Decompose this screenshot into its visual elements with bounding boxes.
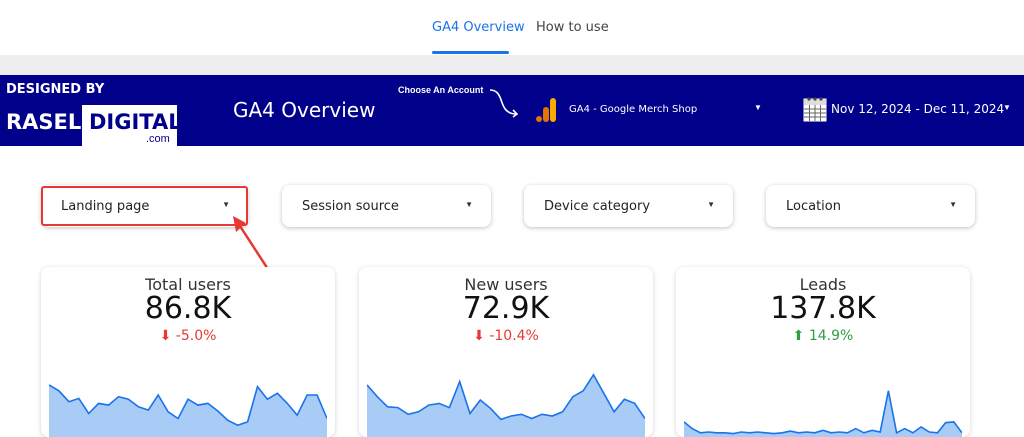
tab-ga4-overview[interactable]: GA4 Overview bbox=[432, 20, 525, 35]
annotation-highlight-box bbox=[41, 186, 248, 226]
logo-background bbox=[82, 105, 177, 146]
scorecard-value: 72.9K bbox=[462, 291, 550, 326]
sparkline-area bbox=[684, 390, 962, 437]
caret-down-icon: ▼ bbox=[465, 200, 473, 209]
filter-label: Location bbox=[786, 199, 841, 214]
scorecard-change: ⬇ -10.4% bbox=[359, 328, 653, 344]
account-selector[interactable]: GA4 - Google Merch Shop bbox=[569, 104, 698, 115]
tab-how-to-use[interactable]: How to use bbox=[536, 20, 609, 35]
logo-com: .com bbox=[146, 133, 170, 145]
curved-arrow-icon bbox=[489, 89, 519, 118]
caret-down-icon: ▼ bbox=[222, 200, 230, 209]
divider-strip bbox=[0, 55, 1024, 75]
filter-device-category[interactable]: Device category ▼ bbox=[524, 185, 733, 227]
filter-location[interactable]: Location ▼ bbox=[766, 185, 975, 227]
scorecard-value: 137.8K bbox=[770, 291, 876, 326]
scorecard-change: ⬇ -5.0% bbox=[41, 328, 335, 344]
sparkline-line bbox=[49, 384, 327, 427]
scorecard-title: Leads bbox=[799, 275, 847, 294]
change-value: -10.4% bbox=[489, 328, 539, 344]
sparkline-chart bbox=[49, 384, 327, 437]
caret-down-icon: ▼ bbox=[949, 200, 957, 209]
caret-down-icon: ▼ bbox=[707, 200, 715, 209]
scorecard-value: 86.8K bbox=[144, 291, 232, 326]
sparkline-line bbox=[367, 373, 645, 421]
caret-down-icon[interactable]: ▼ bbox=[1003, 103, 1011, 112]
choose-account-label: Choose An Account bbox=[398, 85, 484, 95]
caret-down-icon[interactable]: ▼ bbox=[754, 103, 762, 112]
filter-label: Device category bbox=[544, 199, 651, 214]
scorecard-leads[interactable]: Leads 137.8K ⬆ 14.9% bbox=[676, 267, 970, 437]
page-title: GA4 Overview bbox=[233, 98, 376, 122]
report-tabs: GA4 Overview How to use bbox=[0, 0, 1024, 55]
logo-digital: DIGITAL bbox=[89, 110, 182, 134]
scorecard-title: New users bbox=[464, 275, 548, 294]
sparkline-chart bbox=[367, 373, 645, 437]
filter-landing-page[interactable]: Landing page ▼ bbox=[41, 185, 248, 227]
google-analytics-icon[interactable] bbox=[534, 97, 558, 123]
change-value: 14.9% bbox=[808, 328, 854, 344]
filter-label: Landing page bbox=[61, 199, 150, 214]
change-value: -5.0% bbox=[175, 328, 217, 344]
sparkline-area bbox=[49, 384, 327, 437]
filter-session-source[interactable]: Session source ▼ bbox=[282, 185, 491, 227]
calendar-icon[interactable] bbox=[803, 96, 827, 122]
scorecard-total-users[interactable]: Total users 86.8K ⬇ -5.0% bbox=[41, 267, 335, 437]
sparkline-chart bbox=[684, 390, 962, 437]
date-range-selector[interactable]: Nov 12, 2024 - Dec 11, 2024 bbox=[831, 102, 1005, 116]
sparkline-line bbox=[684, 390, 962, 435]
sparkline-area bbox=[367, 374, 645, 437]
designed-by-label: DESIGNED BY bbox=[6, 82, 105, 97]
active-tab-indicator bbox=[432, 51, 509, 54]
arrow-down-icon: ⬇ bbox=[159, 328, 172, 344]
arrow-down-icon: ⬇ bbox=[473, 328, 485, 344]
scorecard-new-users[interactable]: New users 72.9K ⬇ -10.4% bbox=[359, 267, 653, 437]
scorecard-title: Total users bbox=[145, 275, 231, 294]
filter-label: Session source bbox=[302, 199, 399, 214]
arrow-up-icon: ⬆ bbox=[792, 328, 805, 344]
scorecard-change: ⬆ 14.9% bbox=[676, 328, 970, 344]
logo-rasel: RASEL bbox=[6, 110, 82, 134]
